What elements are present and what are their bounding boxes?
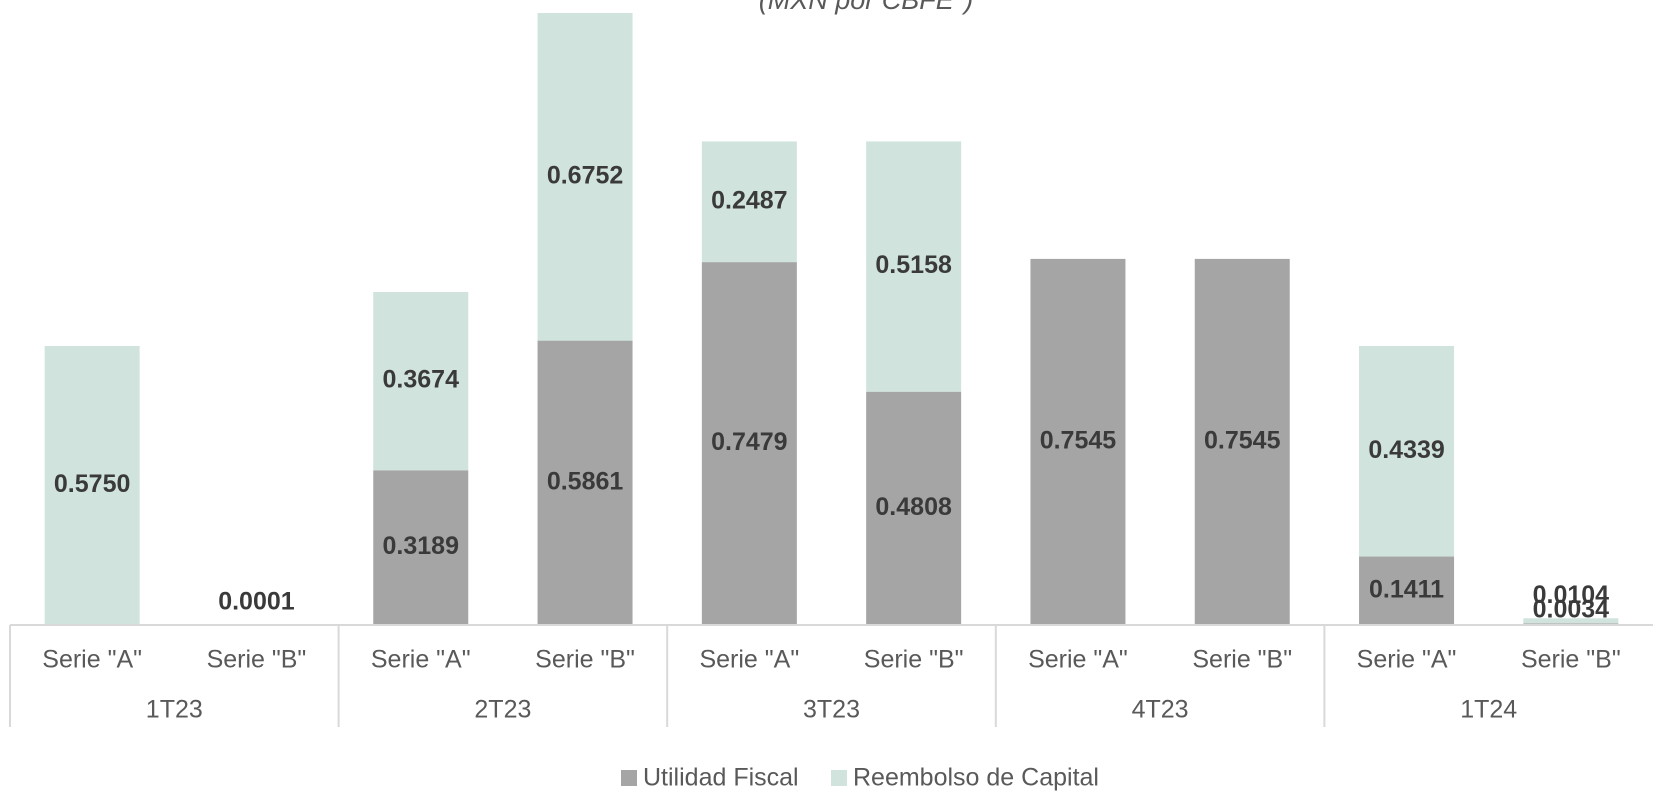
legend-label: Reembolso de Capital [853, 764, 1099, 791]
data-label: 0.6752 [547, 161, 623, 189]
bar-segment [1359, 556, 1455, 625]
bar-segment [1030, 258, 1126, 625]
x-tick-label: Serie "A" [1357, 646, 1457, 674]
bar-segment [1359, 346, 1455, 557]
x-tick-label: Serie "A" [371, 646, 471, 674]
data-label: 0.0001 [218, 588, 295, 616]
group-label: 1T23 [146, 696, 203, 724]
x-tick-label: Serie "B" [207, 646, 307, 674]
legend-swatch [831, 770, 847, 786]
data-label: 0.4808 [875, 493, 952, 521]
bar-segment [44, 346, 140, 625]
legend-swatch [621, 770, 637, 786]
group-label: 2T23 [474, 696, 531, 724]
x-tick-label: Serie "B" [1192, 646, 1292, 674]
chart-subtitle: (MXN por CBFE*) [759, 0, 974, 15]
bar-segment [866, 391, 962, 625]
bar-segment [537, 340, 633, 625]
legend-label: Utilidad Fiscal [643, 764, 799, 791]
bar-segment [373, 291, 469, 471]
group-label: 3T23 [803, 696, 860, 724]
data-label: 0.7479 [711, 428, 787, 456]
data-label: 0.5158 [875, 251, 952, 279]
data-label: 0.7545 [1204, 427, 1281, 455]
bar-segment [866, 141, 962, 392]
group-label: 4T23 [1132, 696, 1189, 724]
data-label: 0.7545 [1040, 427, 1117, 455]
x-tick-label: Serie "B" [864, 646, 964, 674]
bar-segment [373, 470, 469, 625]
data-label: 0.5750 [54, 470, 130, 498]
x-tick-label: Serie "A" [699, 646, 799, 674]
bar-segment [537, 13, 633, 341]
group-label: 1T24 [1460, 696, 1517, 724]
x-tick-label: Serie "B" [1521, 646, 1621, 674]
bar-segment [1194, 258, 1290, 625]
bar-segment [1523, 618, 1619, 624]
data-label: 0.2487 [711, 186, 787, 214]
data-label: 0.4339 [1368, 436, 1444, 464]
data-label: 0.1411 [1369, 575, 1444, 603]
bar-segment [701, 141, 797, 263]
x-tick-label: Serie "B" [535, 646, 635, 674]
x-tick-label: Serie "A" [1028, 646, 1128, 674]
data-label: 0.0104 [1533, 581, 1610, 609]
x-tick-label: Serie "A" [42, 646, 142, 674]
data-label: 0.0034 [1533, 596, 1610, 624]
bar-segment [701, 262, 797, 625]
data-label: 0.5861 [547, 467, 624, 495]
data-label: 0.3189 [383, 532, 459, 560]
data-label: 0.3674 [383, 366, 460, 394]
